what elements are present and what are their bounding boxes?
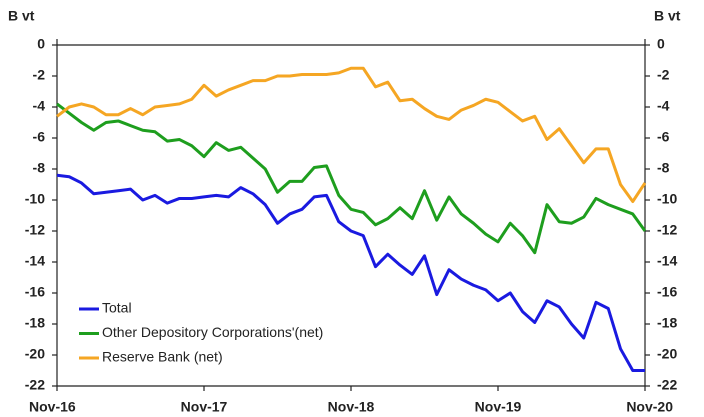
y-tick-label: -12 bbox=[25, 222, 45, 238]
legend-label: Total bbox=[102, 300, 132, 316]
y-tick-label: -22 bbox=[25, 377, 45, 393]
y2-tick-label: -4 bbox=[657, 98, 670, 114]
y-tick-label: -6 bbox=[33, 129, 46, 145]
series-line bbox=[56, 102, 647, 255]
y-tick-label: -14 bbox=[25, 253, 45, 269]
y-tick-label: -20 bbox=[25, 346, 45, 362]
y-tick-label: 0 bbox=[37, 36, 45, 52]
y2-tick-label: -18 bbox=[657, 315, 677, 331]
series-line bbox=[56, 66, 647, 204]
y-tick-label: -10 bbox=[25, 191, 45, 207]
x-tick-label: Nov-20 bbox=[626, 399, 673, 415]
y2-tick-label: -2 bbox=[657, 67, 670, 83]
x-tick-label: Nov-17 bbox=[181, 399, 228, 415]
y2-tick-label: -20 bbox=[657, 346, 677, 362]
y2-tick-label: 0 bbox=[657, 36, 665, 52]
y-tick-label: -16 bbox=[25, 284, 45, 300]
y2-axis-label: B vt bbox=[654, 8, 681, 24]
y-tick-label: -2 bbox=[33, 67, 46, 83]
y2-tick-label: -16 bbox=[657, 284, 677, 300]
y2-tick-label: -6 bbox=[657, 129, 670, 145]
y-tick-label: -4 bbox=[33, 98, 46, 114]
y2-tick-label: -10 bbox=[657, 191, 677, 207]
y2-tick-label: -8 bbox=[657, 160, 670, 176]
legend-label: Other Depository Corporations'(net) bbox=[102, 324, 323, 340]
x-tick-label: Nov-16 bbox=[29, 399, 76, 415]
y-tick-label: -8 bbox=[33, 160, 46, 176]
y2-tick-label: -14 bbox=[657, 253, 677, 269]
series-line bbox=[56, 173, 645, 372]
x-tick-label: Nov-18 bbox=[328, 399, 375, 415]
x-tick-label: Nov-19 bbox=[475, 399, 522, 415]
y2-tick-label: -12 bbox=[657, 222, 677, 238]
y-tick-label: -18 bbox=[25, 315, 45, 331]
y-axis-label: B vt bbox=[8, 8, 35, 24]
legend-label: Reserve Bank (net) bbox=[102, 349, 223, 365]
y2-tick-label: -22 bbox=[657, 377, 677, 393]
